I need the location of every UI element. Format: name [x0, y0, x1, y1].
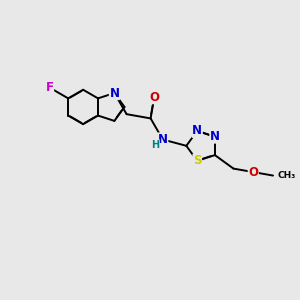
Text: N: N [158, 133, 168, 146]
Text: H: H [152, 140, 160, 150]
Text: CH₃: CH₃ [277, 171, 296, 180]
Text: F: F [46, 81, 54, 94]
Text: N: N [110, 86, 119, 100]
Text: O: O [149, 91, 159, 104]
Text: O: O [248, 166, 258, 178]
Text: N: N [192, 124, 202, 137]
Text: N: N [210, 130, 220, 143]
Text: S: S [193, 154, 202, 167]
